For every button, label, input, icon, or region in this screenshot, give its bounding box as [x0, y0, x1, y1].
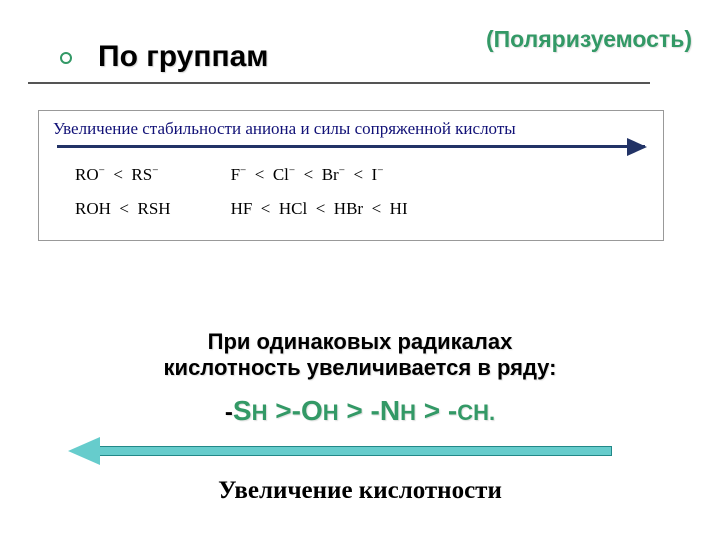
el-n: N	[380, 395, 400, 426]
mid-text: При одинаковых радикалах кислотность уве…	[28, 329, 692, 381]
title-right: (Поляризуемость)	[486, 26, 692, 53]
el-h: H	[473, 400, 489, 425]
el-o: O	[301, 395, 323, 426]
chem-row: F− < Cl− < Br− < I−	[231, 158, 408, 192]
chem-row: ROH < RSH	[75, 192, 171, 226]
el-h: H	[400, 400, 416, 425]
chem-col-left: RO− < RS− ROH < RSH	[75, 158, 171, 226]
arrow-head	[68, 437, 100, 465]
dot: .	[489, 400, 495, 425]
dash: -	[225, 399, 233, 426]
divider	[28, 82, 650, 84]
el-c: C	[457, 400, 473, 425]
chem-rows: RO− < RS− ROH < RSH F− < Cl− < Br− < I− …	[53, 158, 649, 226]
el-h: H	[323, 400, 339, 425]
acidity-series: -SH >-OH > -NH > -CH.	[28, 395, 692, 427]
arrow-left-icon	[68, 441, 612, 461]
bottom-caption: Увеличение кислотности	[28, 477, 692, 505]
chem-col-right: F− < Cl− < Br− < I− HF < HCl < HBr < HI	[231, 158, 408, 226]
el-h: H	[252, 400, 268, 425]
slide: По группам (Поляризуемость) Увеличение с…	[0, 0, 720, 540]
gt: > -	[416, 395, 457, 426]
arrow-right-icon	[57, 145, 645, 148]
mid-line1: При одинаковых радикалах	[28, 329, 692, 355]
diagram-box: Увеличение стабильности аниона и силы со…	[38, 110, 664, 241]
header: По группам (Поляризуемость)	[28, 18, 692, 74]
el-s: S	[233, 395, 252, 426]
chem-row: RO− < RS−	[75, 158, 171, 192]
bullet-icon	[60, 52, 72, 64]
gt: >-	[267, 395, 300, 426]
mid-line2: кислотность увеличивается в ряду:	[28, 355, 692, 381]
chem-row: HF < HCl < HBr < HI	[231, 192, 408, 226]
title-left: По группам	[98, 40, 268, 74]
gt: > -	[339, 395, 380, 426]
arrow-body	[98, 446, 612, 456]
box-title: Увеличение стабильности аниона и силы со…	[53, 119, 649, 139]
